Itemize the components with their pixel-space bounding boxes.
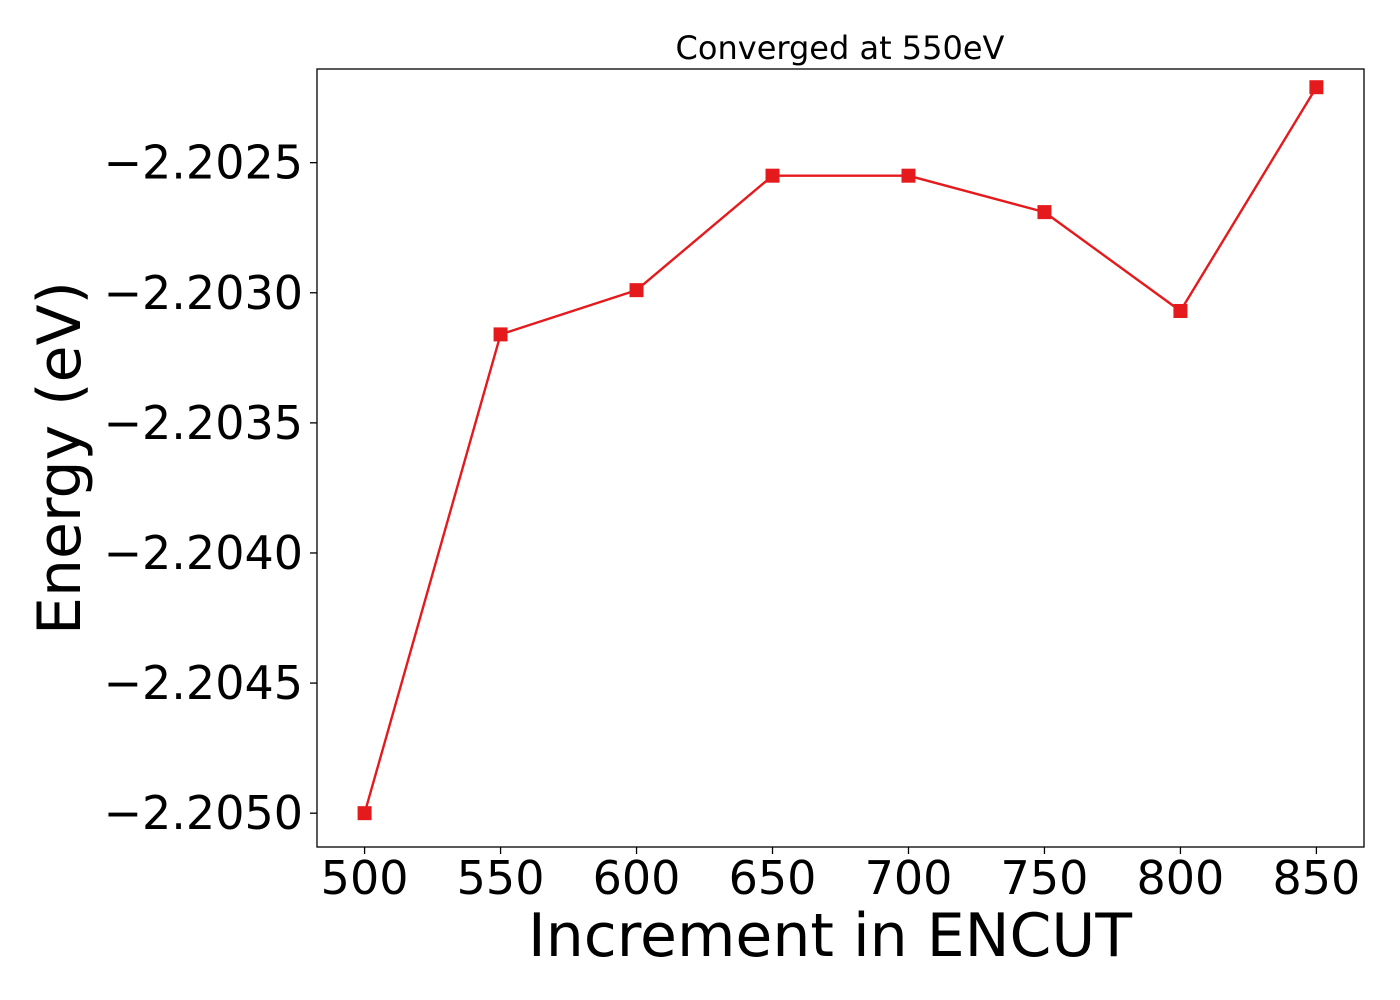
data-point-marker	[1037, 205, 1052, 220]
x-tick-label: 700	[865, 851, 953, 905]
data-point-marker	[357, 806, 372, 821]
y-axis-ticks: −2.2050 −2.2045 −2.2040 −2.2035 −2.2030 −2.20…	[104, 136, 317, 840]
series-layer	[357, 80, 1324, 821]
x-tick-label: 750	[1001, 851, 1089, 905]
plot-frame	[316, 68, 1365, 848]
data-point-marker	[1309, 80, 1324, 95]
x-tick-label: 800	[1137, 851, 1225, 905]
chart-title: Converged at 550eV	[676, 29, 1005, 67]
series-line	[363, 86, 1318, 814]
y-axis-label: Energy (eV)	[25, 281, 95, 635]
y-tick-label: −2.2040	[104, 526, 304, 580]
x-tick-label: 550	[457, 851, 545, 905]
x-tick-label: 500	[321, 851, 409, 905]
data-point-marker	[765, 168, 780, 183]
y-tick-label: −2.2030	[104, 266, 304, 320]
y-tick-label: −2.2035	[104, 396, 304, 450]
data-point-marker	[1173, 303, 1188, 318]
x-tick-label: 600	[593, 851, 681, 905]
y-tick-label: −2.2025	[104, 136, 304, 190]
x-tick-label: 650	[729, 851, 817, 905]
x-tick-label: 850	[1273, 851, 1361, 905]
data-point-marker	[493, 327, 508, 342]
x-axis-ticks: 500 550 600 650 700 750 800 850	[321, 847, 1361, 905]
data-point-marker	[901, 168, 916, 183]
y-tick-label: −2.2045	[104, 656, 304, 710]
x-axis-label: Increment in ENCUT	[528, 901, 1132, 971]
y-tick-label: −2.2050	[104, 786, 304, 840]
data-point-marker	[629, 283, 644, 298]
